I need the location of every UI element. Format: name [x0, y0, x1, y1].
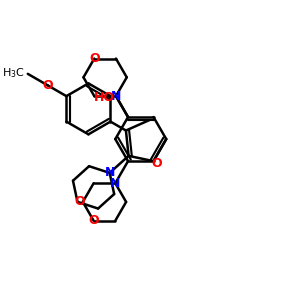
Text: H$_3$C: H$_3$C — [2, 66, 25, 80]
Text: N: N — [111, 90, 121, 103]
Text: O: O — [151, 158, 161, 170]
Text: O: O — [89, 52, 100, 65]
Text: N: N — [104, 167, 115, 179]
Text: HO: HO — [94, 91, 115, 104]
Text: O: O — [88, 214, 99, 227]
Text: O: O — [74, 195, 85, 208]
Text: O: O — [42, 79, 53, 92]
Text: N: N — [110, 177, 121, 190]
